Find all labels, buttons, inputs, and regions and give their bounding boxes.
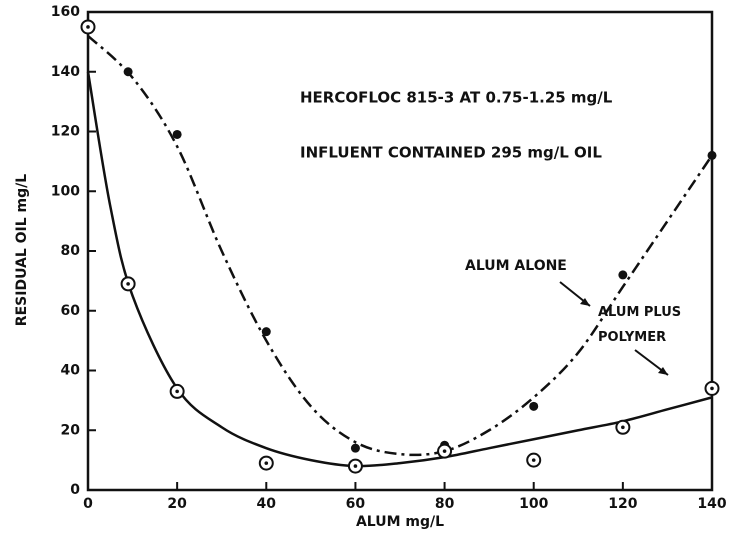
point (618, 270, 628, 280)
point-center (264, 461, 269, 465)
point (123, 67, 133, 77)
x-tick-label: 0 (83, 496, 93, 512)
annotation: INFLUENT CONTAINED 295 mg/L OIL (300, 144, 602, 162)
y-tick-label: 120 (51, 124, 80, 140)
x-tick-label: 100 (519, 496, 548, 512)
y-tick-label: 80 (61, 243, 81, 259)
point-center (126, 282, 130, 286)
plot-frame (86, 10, 714, 492)
x-tick-label: 80 (435, 496, 455, 512)
x-tick-label: 60 (346, 496, 366, 512)
series-label: ALUM ALONE (465, 258, 567, 274)
point (707, 150, 717, 160)
series-label: ALUM PLUS POLYMER (598, 305, 682, 345)
y-tick-label: 160 (51, 4, 80, 20)
y-tick-label: 100 (51, 183, 80, 199)
y-tick-label: 40 (61, 363, 81, 379)
x-axis-label: ALUM mg/L (356, 514, 444, 530)
point (529, 401, 539, 411)
x-tick-label: 120 (608, 496, 637, 512)
x-tick-label: 20 (167, 496, 187, 512)
arrow-head (658, 367, 668, 375)
point-center (353, 464, 358, 468)
point (350, 443, 360, 453)
point-center (86, 25, 90, 29)
annotation: HERCOFLOC 815-3 AT 0.75-1.25 mg/L (300, 89, 613, 107)
y-axis-label: RESIDUAL OIL mg/L (14, 174, 30, 326)
fit-curve (86, 71, 713, 468)
point (261, 327, 271, 337)
x-tick-label: 40 (257, 496, 277, 512)
y-tick-label: 20 (61, 422, 81, 438)
point-center (442, 449, 447, 453)
y-tick-label: 60 (61, 303, 81, 319)
fit-curve (87, 34, 714, 457)
y-tick-label: 140 (51, 64, 80, 80)
point-center (621, 425, 625, 430)
point-center (531, 458, 536, 462)
point-center (175, 389, 179, 394)
arrow-head (580, 298, 590, 306)
y-tick-label: 0 (70, 482, 80, 498)
point (172, 129, 182, 139)
point-center (710, 386, 714, 391)
x-tick-label: 140 (697, 496, 726, 512)
